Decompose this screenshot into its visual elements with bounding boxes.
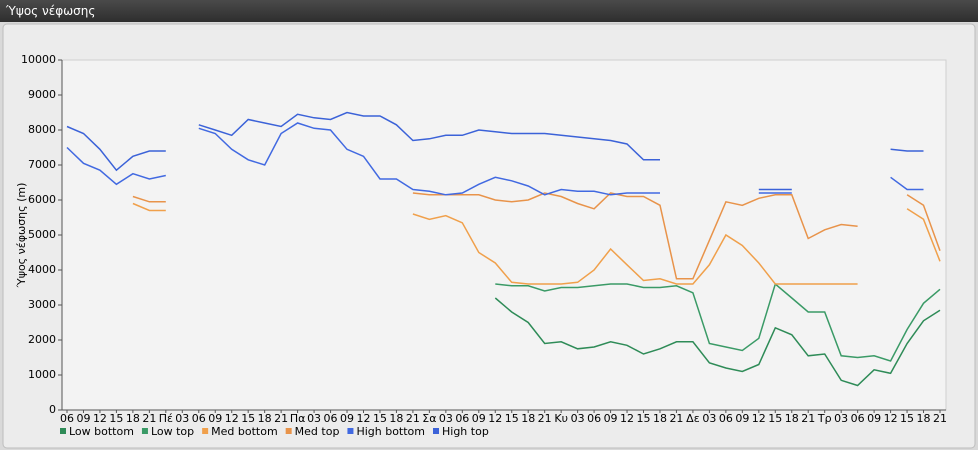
x-tick-label: 15 (241, 412, 255, 425)
x-tick-label: 18 (258, 412, 272, 425)
series-line (66, 111, 924, 191)
series-line (495, 282, 941, 362)
x-tick-label: 15 (505, 412, 519, 425)
x-tick-label: 21 (669, 412, 683, 425)
window-title: Ύψος νέφωσης (0, 0, 978, 22)
y-tick-label: 1000 (28, 368, 56, 381)
x-tick-label: 21 (142, 412, 156, 425)
x-tick-label: 09 (76, 412, 90, 425)
x-tick-label: 03 (307, 412, 321, 425)
x-tick-label: 18 (126, 412, 140, 425)
x-tick-label: 09 (735, 412, 749, 425)
legend-label: Med bottom (211, 425, 278, 438)
x-tick-label: 15 (900, 412, 914, 425)
x-tick-label: 06 (719, 412, 733, 425)
x-tick-label: 18 (653, 412, 667, 425)
y-tick-label: 3000 (28, 298, 56, 311)
x-tick-label: Δε (686, 412, 700, 425)
x-tick-label: 06 (192, 412, 206, 425)
legend-label: High bottom (356, 425, 425, 438)
legend-swatch (60, 428, 66, 434)
x-tick-label: 18 (917, 412, 931, 425)
legend-swatch (202, 428, 209, 434)
x-tick-label: 03 (571, 412, 585, 425)
y-tick-label: 0 (49, 403, 56, 416)
y-axis-label: Ύψος νέφωσης (m) (15, 183, 28, 289)
legend-label: Low bottom (69, 425, 134, 438)
x-tick-label: 15 (637, 412, 651, 425)
x-tick-label: 18 (389, 412, 403, 425)
y-tick-label: 2000 (28, 333, 56, 346)
chart: Ύψος νέφωσης (m) 0 1000 2000 3000 4000 5000 60… (2, 23, 976, 449)
x-tick-label: 18 (521, 412, 535, 425)
x-tick-label: 12 (752, 412, 766, 425)
x-tick-label: 12 (620, 412, 634, 425)
x-tick-label: 21 (274, 412, 288, 425)
x-tick-label: 21 (538, 412, 552, 425)
x-tick-label: 09 (867, 412, 881, 425)
y-tick-label: 8000 (28, 123, 56, 136)
x-tick-label: 21 (406, 412, 420, 425)
y-tick-label: 4000 (28, 263, 56, 276)
x-tick-label: 15 (768, 412, 782, 425)
series-line (494, 297, 941, 387)
legend-swatch (433, 428, 439, 434)
series-line (132, 192, 941, 280)
y-tick-label: 9000 (28, 88, 56, 101)
plot-area (61, 59, 947, 411)
x-tick-label: 06 (587, 412, 601, 425)
x-tick-label: 15 (109, 412, 123, 425)
x-tick-label: 03 (834, 412, 848, 425)
y-tick-label: 10000 (21, 53, 56, 66)
x-tick-label: 09 (340, 412, 354, 425)
y-tick-label: 7000 (28, 158, 56, 171)
y-tick-label: 5000 (28, 228, 56, 241)
x-tick-label: 03 (439, 412, 453, 425)
x-tick-label: 18 (785, 412, 799, 425)
legend-swatch (141, 428, 148, 434)
x-tick-label: 09 (604, 412, 618, 425)
x-tick-label: 06 (851, 412, 865, 425)
x-tick-label: 12 (225, 412, 239, 425)
x-tick-label: Πέ (159, 412, 173, 425)
x-tick-label: 21 (933, 412, 947, 425)
legend-label: High top (442, 425, 489, 438)
x-tick-label: Τρ (817, 412, 832, 425)
legend-swatch (285, 428, 292, 434)
x-tick-label: Σα (422, 412, 436, 425)
series-line (66, 122, 924, 196)
x-tick-label: 09 (208, 412, 222, 425)
x-tick-label: 06 (455, 412, 469, 425)
y-tick-label: 6000 (28, 193, 56, 206)
x-tick-label: 12 (93, 412, 107, 425)
x-tick-label: Πα (290, 412, 306, 425)
legend-label: Low top (151, 425, 194, 438)
x-tick-label: 06 (324, 412, 338, 425)
x-tick-label: 12 (356, 412, 370, 425)
x-tick-label: 12 (884, 412, 898, 425)
x-tick-label: 03 (175, 412, 189, 425)
x-tick-label: 21 (801, 412, 815, 425)
x-tick-label: 03 (702, 412, 716, 425)
legend-swatch (347, 428, 354, 434)
x-tick-label: 15 (373, 412, 387, 425)
legend-label: Med top (295, 425, 340, 438)
series-line (132, 202, 941, 285)
x-tick-label: 06 (60, 412, 74, 425)
x-tick-label: 09 (472, 412, 486, 425)
x-tick-label: 12 (488, 412, 502, 425)
x-tick-label: Κυ (554, 412, 568, 425)
